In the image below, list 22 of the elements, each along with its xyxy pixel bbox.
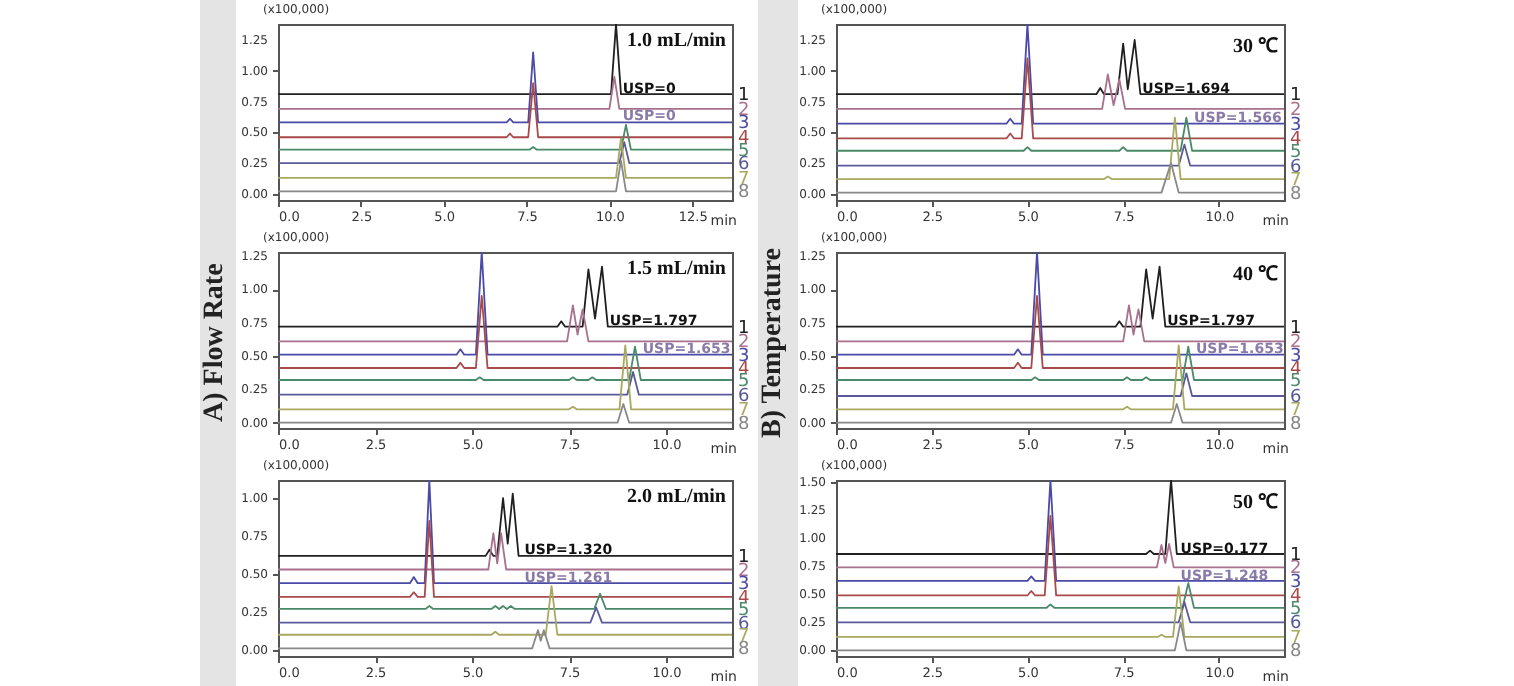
text: B) Temperature (758, 0, 798, 686)
line-series (278, 304, 732, 343)
text: 30 ℃ (1231, 34, 1278, 58)
line-series (836, 265, 1284, 328)
text: A) Flow Rate (200, 0, 236, 686)
series-label: 8 (1290, 414, 1302, 435)
line-series (836, 304, 1284, 343)
line-series (836, 39, 1284, 96)
series-label: 8 (1290, 642, 1302, 663)
text: 40 ℃ (1231, 262, 1278, 286)
series-label: 8 (738, 183, 750, 204)
series-label: 8 (738, 640, 750, 661)
line-series (836, 543, 1284, 569)
line-series (278, 492, 732, 557)
text: 50 ℃ (1231, 490, 1278, 514)
chart-title: 1.5 mL/min (625, 258, 726, 280)
series-label: 8 (1290, 184, 1302, 205)
line-series (836, 73, 1284, 110)
chart-title: 2.0 mL/min (625, 486, 726, 508)
series-label: 8 (738, 414, 750, 435)
series-label: 5 (1290, 372, 1302, 392)
chart-title: 1.0 mL/min (625, 30, 726, 52)
